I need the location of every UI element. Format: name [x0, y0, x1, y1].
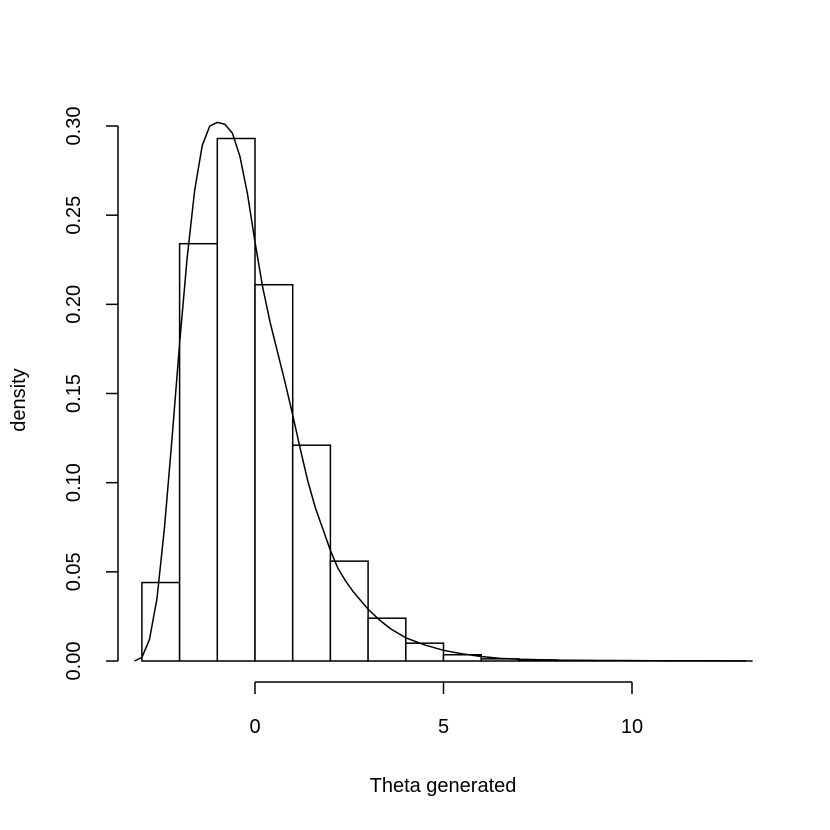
histogram-bar: [291, 444, 332, 662]
histogram-bar: [329, 560, 369, 662]
y-axis: 0.00 0.05 0.10 0.15 0.20 0.25 0.30: [63, 107, 119, 681]
y-tick-label: 0.25: [63, 196, 85, 235]
x-tick-label: 10: [621, 716, 643, 738]
y-tick-label: 0.05: [63, 552, 85, 591]
y-tick-label: 0.15: [63, 374, 85, 413]
histogram-bar: [405, 642, 445, 662]
y-tick-label: 0.00: [63, 642, 85, 681]
histogram-bar: [367, 617, 407, 662]
histogram-bar: [442, 654, 482, 662]
y-tick-label: 0.10: [63, 463, 85, 502]
x-tick-label: 5: [438, 716, 449, 738]
histogram-bar: [141, 581, 181, 662]
histogram-bar: [254, 283, 294, 662]
y-tick-label: 0.20: [63, 285, 85, 324]
density-curve: [134, 121, 753, 662]
x-axis: 0 5 10: [249, 681, 643, 738]
y-axis-label: density: [8, 368, 30, 431]
histogram-bar: [216, 137, 256, 662]
histogram-bar: [178, 242, 219, 662]
x-tick-label: 0: [249, 716, 260, 738]
histogram-bars: [141, 137, 746, 662]
x-axis-label: Theta generated: [370, 775, 517, 797]
y-tick-label: 0.30: [63, 107, 85, 146]
